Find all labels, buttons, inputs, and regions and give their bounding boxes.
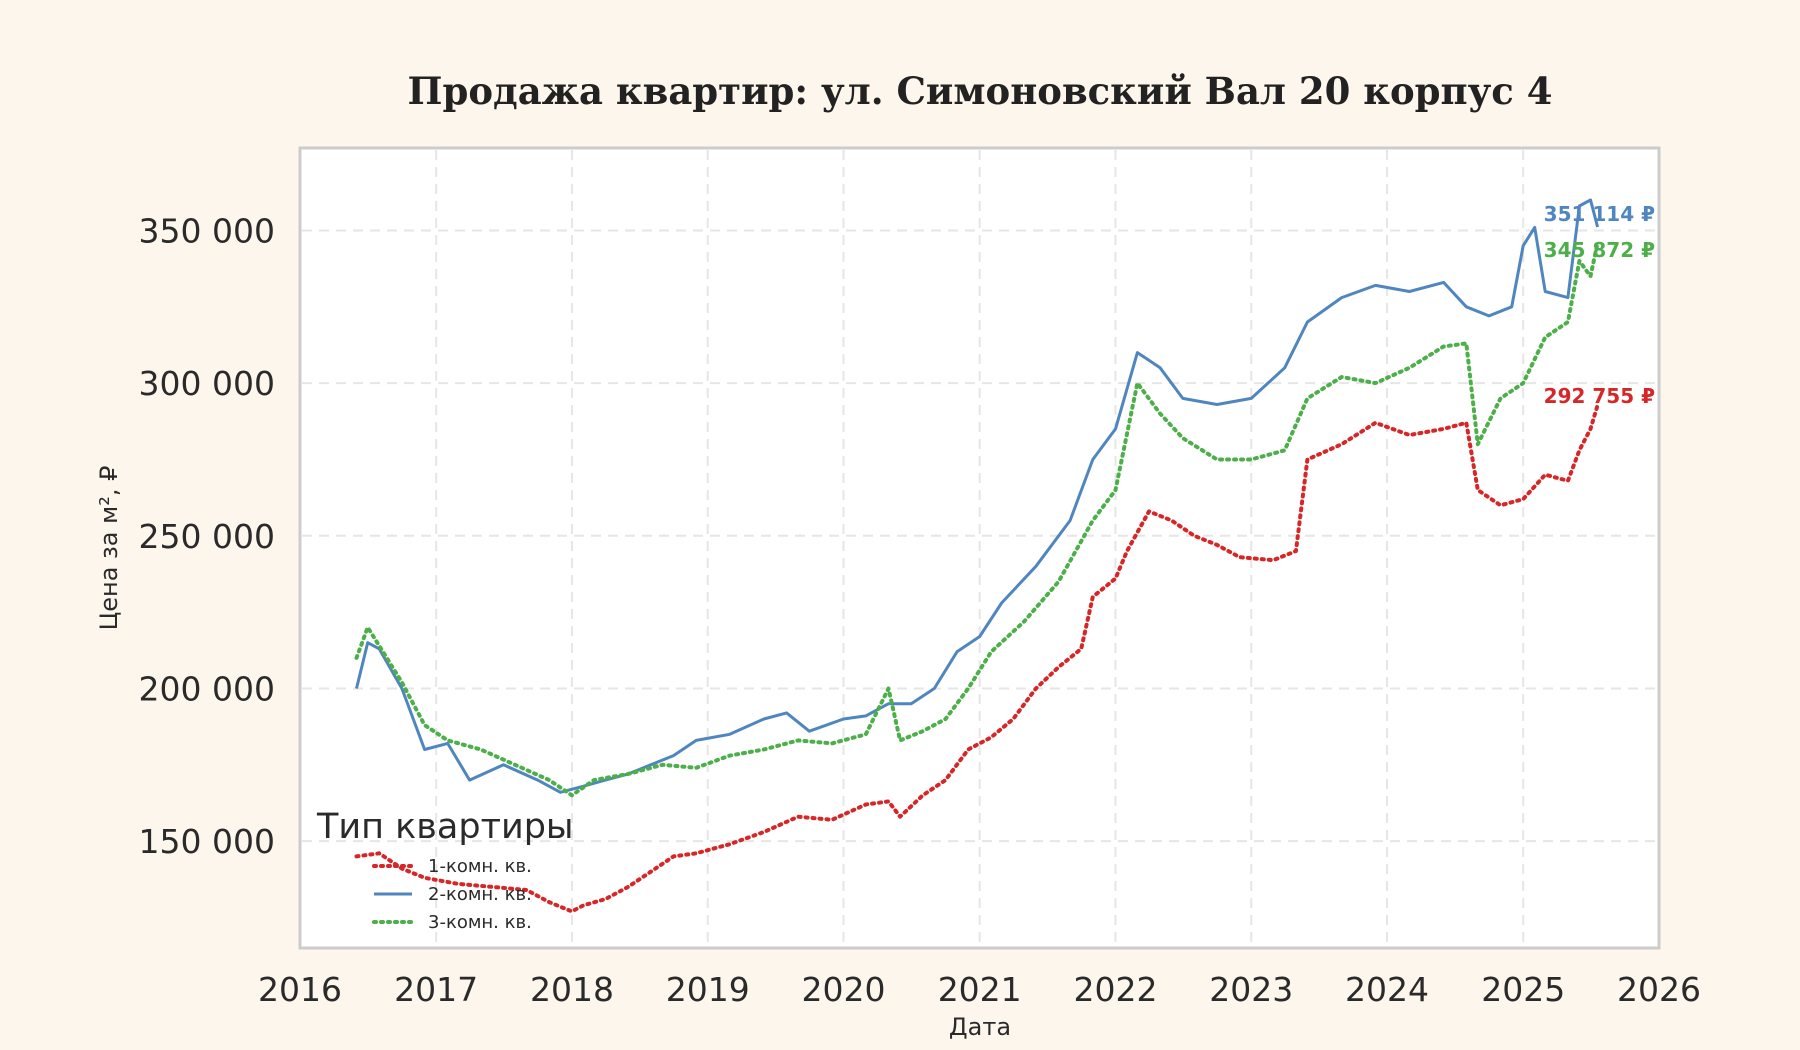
chart-title: Продажа квартир: ул. Симоновский Вал 20 … xyxy=(408,69,1553,113)
x-tick-label: 2019 xyxy=(666,970,750,1009)
x-tick-label: 2016 xyxy=(258,970,342,1009)
x-tick-label: 2020 xyxy=(802,970,886,1009)
y-tick-label: 200 000 xyxy=(139,669,275,708)
y-tick-label: 350 000 xyxy=(139,211,275,250)
legend-label: 2-комн. кв. xyxy=(428,884,532,905)
x-tick-label: 2018 xyxy=(530,970,614,1009)
legend-title: Тип квартиры xyxy=(316,807,574,847)
y-tick-label: 250 000 xyxy=(139,517,275,556)
x-tick-label: 2026 xyxy=(1617,970,1701,1009)
legend-item: 1-комн. кв. xyxy=(372,856,532,877)
ticks: 2016 2017 2018 2019 2020 2021 2022 2023 2024 2025… xyxy=(139,211,1701,1009)
series-end-label-2: 351 114 ₽ xyxy=(1544,202,1655,226)
x-tick-label: 2022 xyxy=(1073,970,1157,1009)
x-tick-label: 2024 xyxy=(1345,970,1429,1009)
series-line-3 xyxy=(354,241,1600,798)
legend-label: 3-комн. кв. xyxy=(428,912,532,933)
series-end-label-1: 292 755 ₽ xyxy=(1544,384,1655,408)
end-labels: 292 755 ₽ 351 114 ₽ 345 872 ₽ xyxy=(1544,202,1655,408)
x-tick-label: 2025 xyxy=(1481,970,1565,1009)
x-tick-label: 2023 xyxy=(1209,970,1293,1009)
series-line-2 xyxy=(355,198,1600,794)
legend-item: 3-комн. кв. xyxy=(372,912,532,933)
y-tick-label: 150 000 xyxy=(139,822,275,861)
series-group xyxy=(354,198,1600,914)
x-axis-label: Дата xyxy=(949,1013,1011,1041)
legend-label: 1-комн. кв. xyxy=(428,856,532,877)
y-tick-label: 300 000 xyxy=(139,364,275,403)
y-axis-label: Цена за м², ₽ xyxy=(95,466,123,631)
series-end-label-3: 345 872 ₽ xyxy=(1544,238,1655,262)
legend-item: 2-комн. кв. xyxy=(374,884,532,905)
legend: Тип квартиры 1-комн. кв. 2-комн. кв. 3-ком… xyxy=(316,807,574,933)
series-line-1 xyxy=(354,403,1600,914)
grid xyxy=(302,150,1657,946)
x-tick-label: 2021 xyxy=(938,970,1022,1009)
x-tick-label: 2017 xyxy=(394,970,478,1009)
